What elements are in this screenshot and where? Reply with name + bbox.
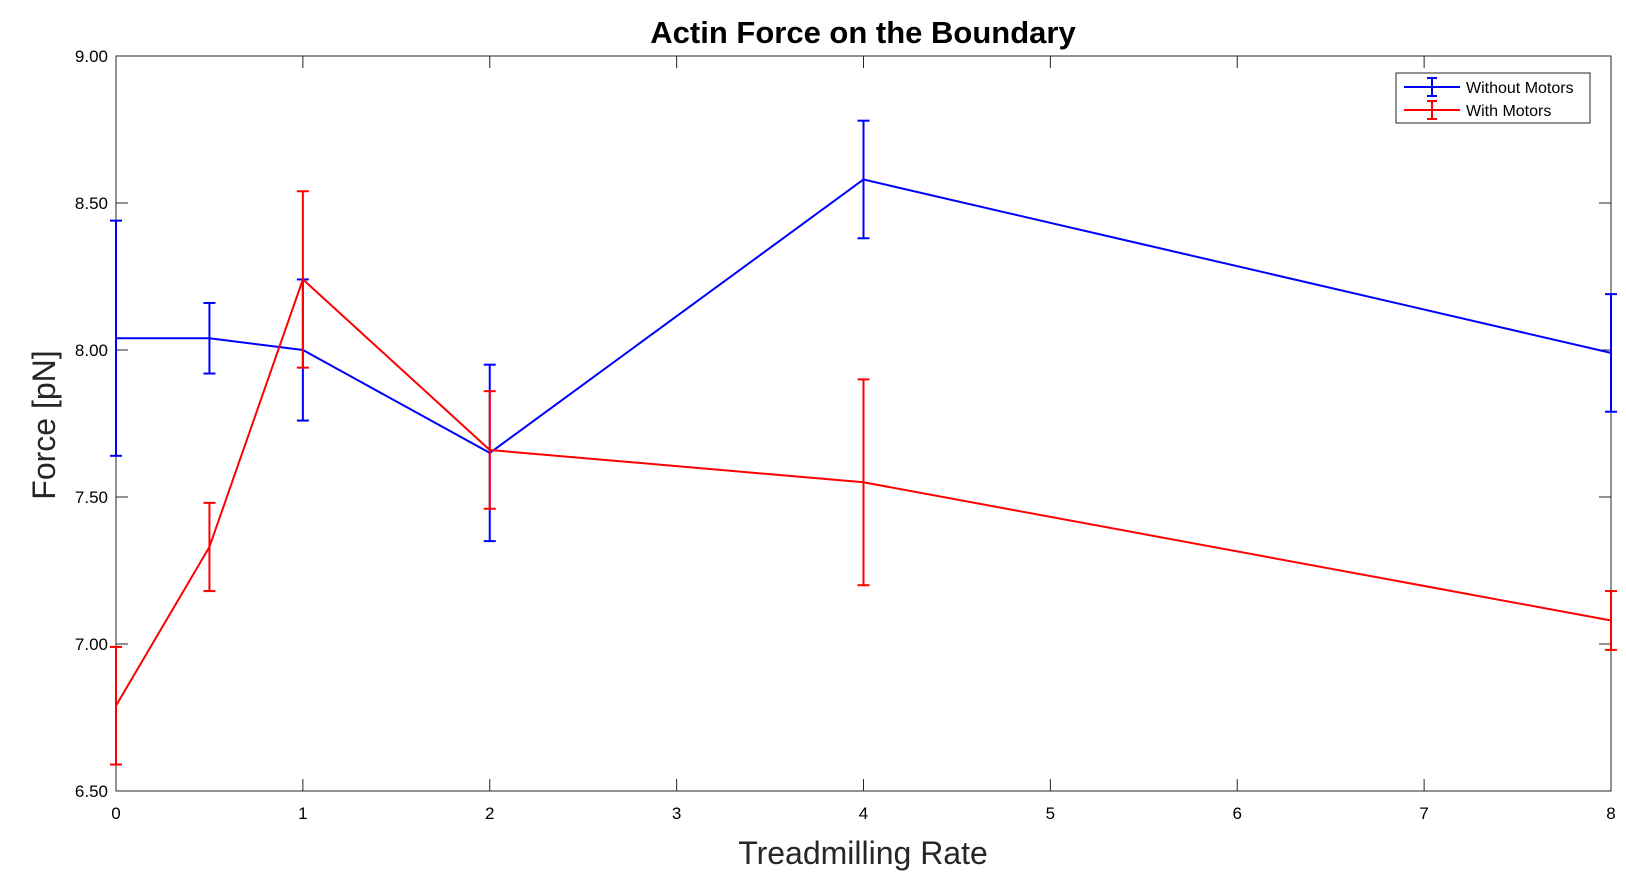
y-tick-label: 8.50: [75, 194, 108, 213]
legend-label: With Motors: [1466, 103, 1551, 120]
plot-area: 0 1 2 3 4 5 6 7 8 6.50 7.00 7.50 8.00 8.50 9.00: [75, 47, 1617, 823]
y-tick-label: 8.00: [75, 341, 108, 360]
x-tick-label: 5: [1046, 804, 1055, 823]
x-tick-label: 4: [859, 804, 868, 823]
x-axis-title: Treadmilling Rate: [738, 835, 988, 871]
x-tick-label: 0: [111, 804, 120, 823]
x-tick-label: 8: [1606, 804, 1615, 823]
x-tick-label: 6: [1233, 804, 1242, 823]
y-tick-label: 7.00: [75, 635, 108, 654]
y-tick-label: 9.00: [75, 47, 108, 66]
legend: Without Motors With Motors: [1396, 73, 1590, 123]
x-tick-label: 1: [298, 804, 307, 823]
x-tick-label: 3: [672, 804, 681, 823]
y-tick-label: 6.50: [75, 782, 108, 801]
y-tick-label: 7.50: [75, 488, 108, 507]
legend-label: Without Motors: [1466, 80, 1574, 97]
y-axis-title: Force [pN]: [26, 350, 62, 499]
chart-title: Actin Force on the Boundary: [650, 15, 1076, 50]
x-tick-label: 2: [485, 804, 494, 823]
x-tick-label: 7: [1419, 804, 1428, 823]
